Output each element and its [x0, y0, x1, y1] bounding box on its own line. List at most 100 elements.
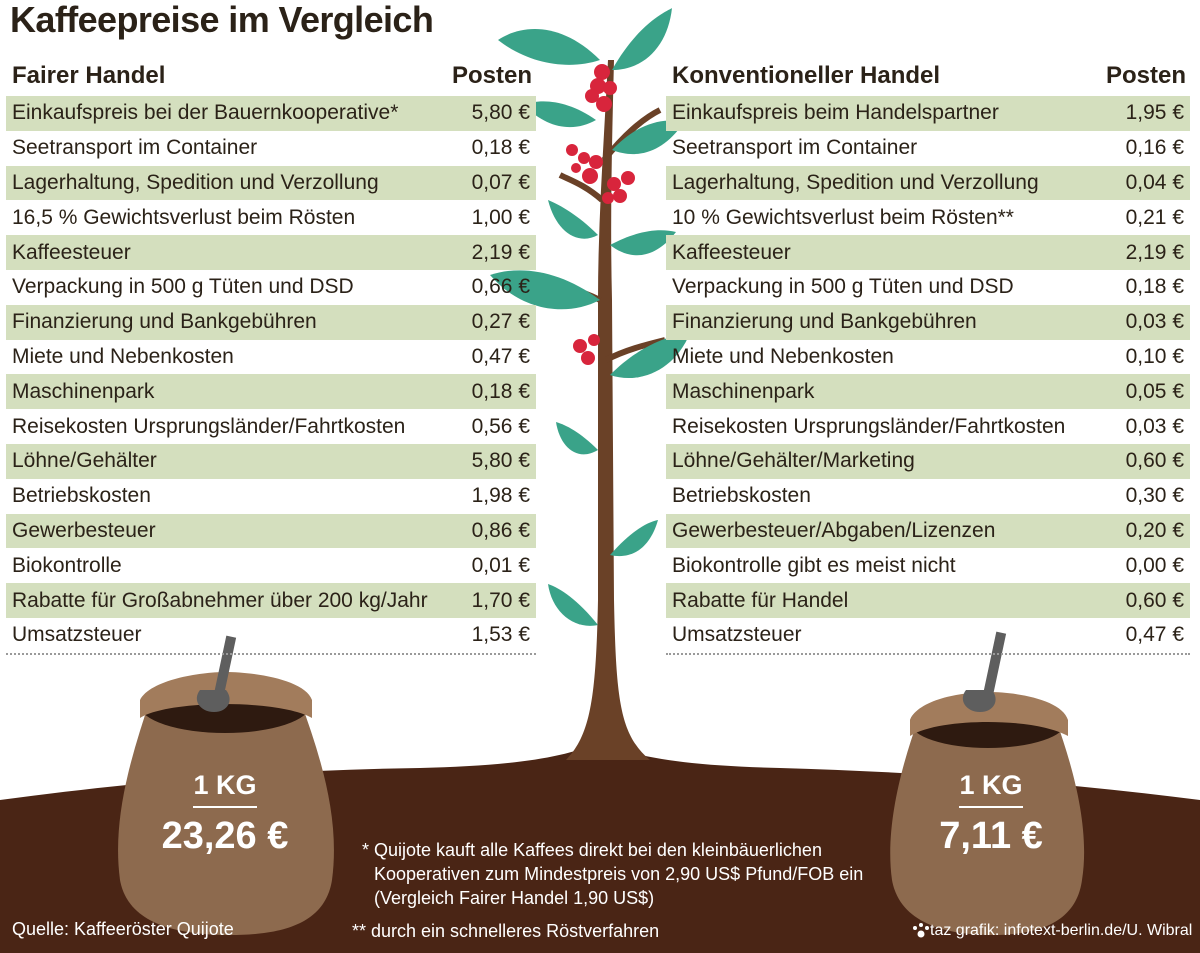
- row-label: Finanzierung und Bankgebühren: [12, 310, 317, 334]
- row-label: Kaffeesteuer: [12, 240, 131, 264]
- row-label: Seetransport im Container: [12, 136, 258, 160]
- row-value: 0,18 €: [471, 379, 530, 403]
- value-column-header: Posten: [1105, 62, 1186, 89]
- row-value: 0,21 €: [1125, 205, 1184, 229]
- table-row: Betriebskosten 1,98 €: [6, 479, 536, 514]
- row-label: Einkaufspreis bei der Bauernkooperative*: [12, 101, 399, 125]
- total-price: 23,26 €: [161, 815, 289, 857]
- table-end-rule: [666, 652, 1190, 655]
- row-value: 0,01 €: [471, 553, 530, 577]
- footnote-line: (Vergleich Fairer Handel 1,90 US$): [374, 888, 655, 908]
- paw-icon: [913, 923, 929, 938]
- footnote-star: * Quijote kauft alle Kaffees direkt bei …: [362, 838, 863, 910]
- row-label: Umsatzsteuer: [672, 623, 802, 647]
- row-label: Reisekosten Ursprungsländer/Fahrtkosten: [12, 414, 406, 438]
- fair-trade-table: Fairer Handel Posten Einkaufspreis bei d…: [6, 56, 536, 655]
- table-row: Gewerbesteuer 0,86 €: [6, 513, 536, 549]
- row-label: Rabatte für Handel: [672, 588, 849, 612]
- row-label: Gewerbesteuer: [12, 518, 156, 542]
- row-value: 0,30 €: [1125, 484, 1184, 508]
- table-row: Lagerhaltung, Spedition und Verzollung 0,…: [6, 165, 536, 201]
- table-row: Gewerbesteuer/Abgaben/Lizenzen 0,20 €: [666, 513, 1190, 549]
- footnote-line: Kooperativen zum Mindestpreis von 2,90 U…: [374, 864, 864, 884]
- table-row: Verpackung in 500 g Tüten und DSD 0,18 €: [666, 270, 1190, 305]
- row-value: 0,03 €: [1125, 414, 1184, 438]
- row-label: Einkaufspreis beim Handelspartner: [672, 101, 999, 125]
- row-value: 0,86 €: [471, 518, 530, 542]
- row-value: 0,00 €: [1125, 553, 1184, 577]
- row-value: 0,60 €: [1125, 588, 1184, 612]
- row-label: Umsatzsteuer: [12, 623, 142, 647]
- row-label: Löhne/Gehälter: [12, 449, 157, 473]
- table-row: Löhne/Gehälter/Marketing 0,60 €: [666, 443, 1190, 479]
- row-value: 0,05 €: [1125, 379, 1184, 403]
- credit-note: taz grafik: infotext-berlin.de/U. Wibral: [930, 922, 1193, 939]
- table-row: Finanzierung und Bankgebühren 0,03 €: [666, 304, 1190, 340]
- table-title: Konventioneller Handel: [672, 62, 941, 89]
- row-label: Rabatte für Großabnehmer über 200 kg/Jah…: [12, 588, 428, 612]
- row-value: 1,70 €: [471, 588, 530, 612]
- table-row: Biokontrolle gibt es meist nicht 0,00 €: [666, 548, 1190, 583]
- table-row: Kaffeesteuer 2,19 €: [6, 235, 536, 270]
- row-value: 0,60 €: [1125, 449, 1184, 473]
- row-label: Seetransport im Container: [672, 136, 918, 160]
- row-value: 0,27 €: [471, 310, 530, 334]
- row-value: 0,10 €: [1125, 344, 1184, 368]
- table-row: Rabatte für Handel 0,60 €: [666, 583, 1190, 618]
- table-row: 16,5 % Gewichtsverlust beim Rösten 1,00 €: [6, 200, 536, 235]
- total-price: 7,11 €: [939, 815, 1043, 857]
- row-label: Maschinenpark: [12, 379, 155, 403]
- row-label: 16,5 % Gewichtsverlust beim Rösten: [12, 205, 356, 229]
- value-column-header: Posten: [451, 62, 532, 89]
- row-value: 1,53 €: [471, 623, 530, 647]
- table-row: Miete und Nebenkosten 0,10 €: [666, 340, 1190, 375]
- row-label: Löhne/Gehälter/Marketing: [672, 449, 915, 473]
- row-label: Kaffeesteuer: [672, 240, 791, 264]
- table-row: Betriebskosten 0,30 €: [666, 479, 1190, 514]
- row-label: Lagerhaltung, Spedition und Verzollung: [672, 170, 1039, 194]
- table-row: Maschinenpark 0,18 €: [6, 374, 536, 410]
- table-row: Verpackung in 500 g Tüten und DSD 0,66 €: [6, 270, 536, 305]
- plant-leaves: [490, 8, 690, 626]
- source-note: Quelle: Kaffeeröster Quijote: [12, 919, 234, 939]
- table-row: Miete und Nebenkosten 0,47 €: [6, 340, 536, 375]
- footnote-double-star: ** durch ein schnelleres Röstverfahren: [352, 921, 660, 941]
- table-row: Reisekosten Ursprungsländer/Fahrtkosten 0…: [666, 409, 1190, 444]
- table-row: Finanzierung und Bankgebühren 0,27 €: [6, 304, 536, 340]
- total-unit-label: 1 KG: [193, 770, 257, 808]
- coffee-berries: [566, 64, 635, 365]
- row-label: Verpackung in 500 g Tüten und DSD: [672, 275, 1014, 299]
- table-row: Reisekosten Ursprungsländer/Fahrtkosten 0…: [6, 409, 536, 444]
- row-value: 0,20 €: [1125, 518, 1184, 542]
- total-unit-label: 1 KG: [959, 770, 1023, 808]
- fair-trade-total: 1 KG 23,26 €: [130, 770, 320, 858]
- table-row: Umsatzsteuer 1,53 €: [6, 618, 536, 653]
- table-row: Seetransport im Container 0,16 €: [666, 131, 1190, 166]
- table-row: Einkaufspreis beim Handelspartner 1,95 €: [666, 96, 1190, 131]
- table-row: Einkaufspreis bei der Bauernkooperative*…: [6, 96, 536, 131]
- table-row: 10 % Gewichtsverlust beim Rösten** 0,21 €: [666, 200, 1190, 235]
- row-value: 0,56 €: [471, 414, 530, 438]
- table-end-rule: [6, 652, 536, 655]
- row-value: 0,66 €: [471, 275, 530, 299]
- row-value: 0,16 €: [1125, 136, 1184, 160]
- right-sack: [890, 631, 1085, 935]
- row-label: Betriebskosten: [12, 484, 151, 508]
- footnote-line: * Quijote kauft alle Kaffees direkt bei …: [362, 840, 822, 860]
- row-label: Biokontrolle gibt es meist nicht: [672, 553, 956, 577]
- row-label: Miete und Nebenkosten: [12, 344, 234, 368]
- row-label: Miete und Nebenkosten: [672, 344, 894, 368]
- row-value: 0,03 €: [1125, 310, 1184, 334]
- row-value: 1,98 €: [471, 484, 530, 508]
- row-value: 2,19 €: [471, 240, 530, 264]
- table-row: Biokontrolle 0,01 €: [6, 548, 536, 583]
- row-value: 0,18 €: [471, 136, 530, 160]
- row-value: 5,80 €: [471, 449, 530, 473]
- row-label: Gewerbesteuer/Abgaben/Lizenzen: [672, 518, 996, 542]
- table-row: Umsatzsteuer 0,47 €: [666, 618, 1190, 653]
- plant-stem: [566, 60, 650, 760]
- table-title: Fairer Handel: [12, 62, 166, 89]
- table-row: Kaffeesteuer 2,19 €: [666, 235, 1190, 270]
- table-row: Maschinenpark 0,05 €: [666, 374, 1190, 410]
